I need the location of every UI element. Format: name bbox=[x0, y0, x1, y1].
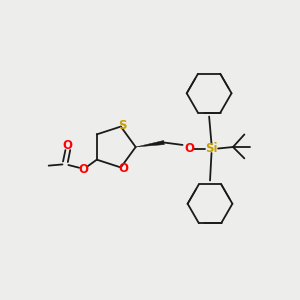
Polygon shape bbox=[136, 140, 164, 147]
Text: O: O bbox=[118, 163, 128, 176]
Text: O: O bbox=[184, 142, 194, 155]
Text: O: O bbox=[78, 163, 88, 176]
Text: Si: Si bbox=[205, 142, 218, 155]
Text: O: O bbox=[63, 139, 73, 152]
Text: S: S bbox=[118, 118, 127, 132]
